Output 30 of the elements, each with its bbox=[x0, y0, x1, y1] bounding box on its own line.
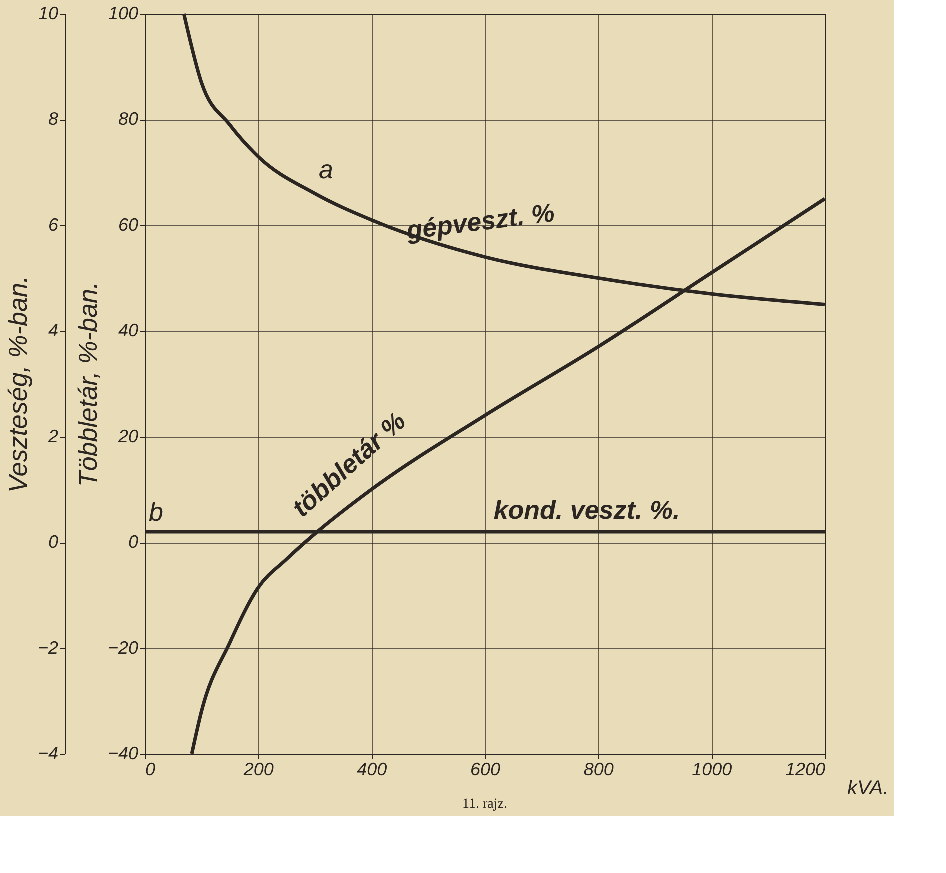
y2-tick-label: 10 bbox=[38, 4, 58, 24]
y2-tick-label: 6 bbox=[48, 214, 60, 235]
annotation: a bbox=[319, 154, 334, 185]
x-axis-title: kVA. bbox=[848, 778, 889, 800]
y-tick-label: 0 bbox=[128, 532, 138, 552]
text: gépveszt. % bbox=[404, 197, 556, 246]
x-tick-label: 1200 bbox=[785, 760, 826, 780]
text: 11. rajz. bbox=[462, 797, 508, 812]
y-tick-label: 60 bbox=[118, 214, 138, 235]
x-tick-label: 0 bbox=[146, 760, 156, 780]
x-tick-label: 200 bbox=[242, 760, 274, 780]
y2-tick-label: −4 bbox=[38, 744, 58, 764]
y-tick-label: 40 bbox=[118, 320, 138, 341]
y2-tick-label: 2 bbox=[47, 426, 58, 446]
y-tick-label: 100 bbox=[108, 4, 138, 24]
y-tick-label: −40 bbox=[108, 744, 138, 764]
x-tick-label: 600 bbox=[470, 760, 501, 780]
y-tick-label: 80 bbox=[118, 109, 138, 130]
y-tick-label: −20 bbox=[108, 638, 138, 658]
y2-tick-label: 8 bbox=[48, 109, 58, 130]
x-tick-label: 1000 bbox=[692, 760, 732, 780]
x-tick-label: 800 bbox=[584, 760, 614, 780]
y2-axis-title: Veszteség, %-ban. bbox=[2, 276, 33, 494]
y-axis-title: Többletár, %-ban. bbox=[72, 282, 103, 488]
annotation: b bbox=[149, 497, 164, 527]
y-tick-label: 20 bbox=[117, 426, 138, 446]
y2-tick-label: −2 bbox=[38, 638, 58, 658]
y2-tick-label: 0 bbox=[48, 532, 58, 552]
y2-tick-label: 4 bbox=[48, 320, 58, 341]
x-tick-label: 400 bbox=[357, 760, 388, 780]
